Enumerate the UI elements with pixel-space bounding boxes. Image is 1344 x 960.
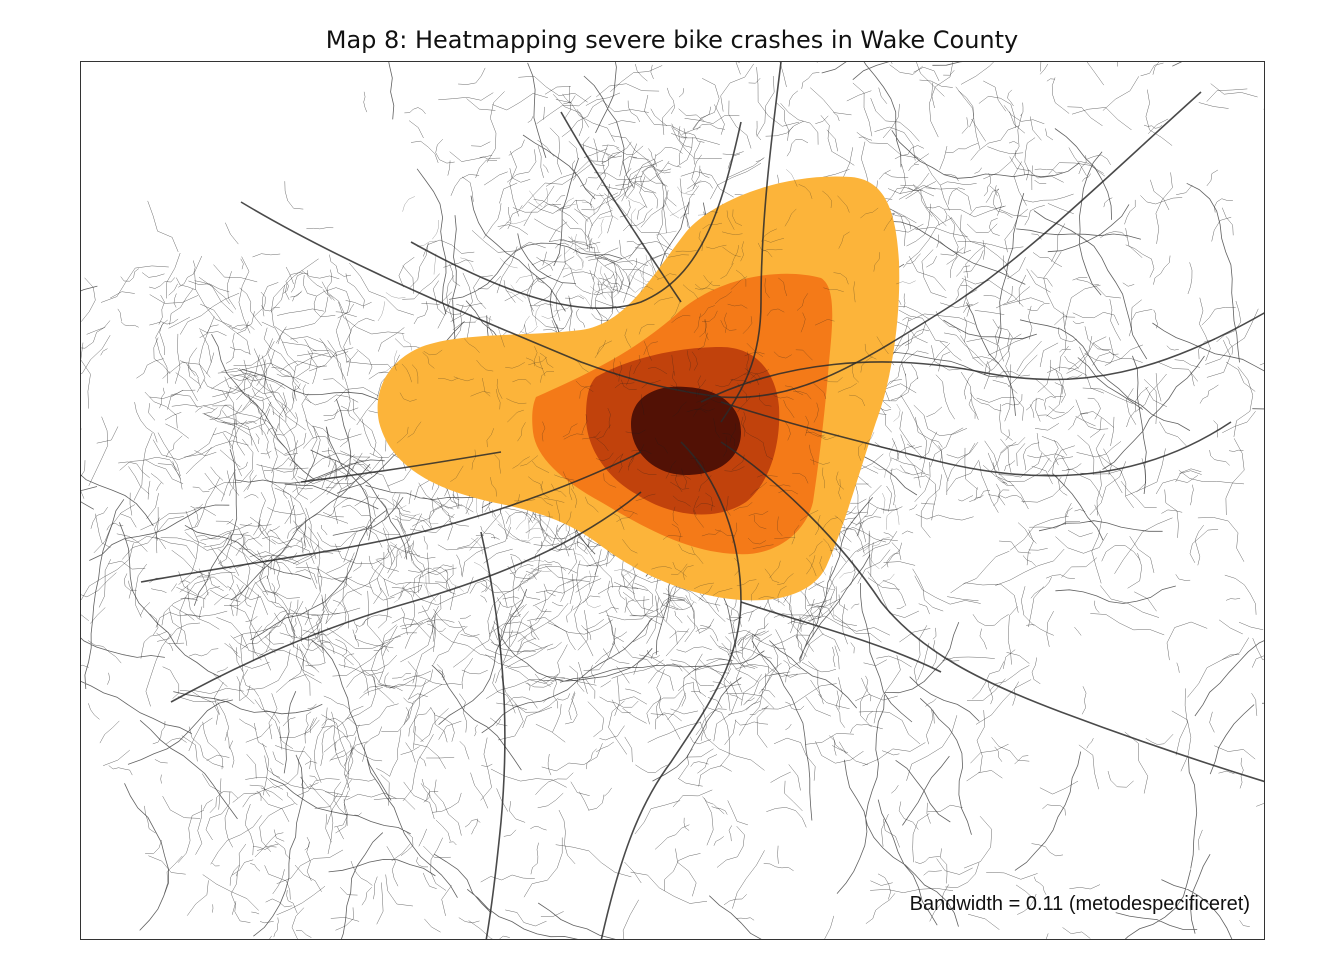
highway-8 <box>720 401 1232 477</box>
highway-9 <box>720 62 782 423</box>
density-contour-4 <box>631 386 741 475</box>
highway-5 <box>140 451 642 583</box>
streets-over-heatmap <box>377 169 916 617</box>
highway-10 <box>480 531 506 939</box>
bandwidth-note: Bandwidth = 0.11 (metodespecificeret) <box>909 893 1250 915</box>
highway-4 <box>720 441 1264 783</box>
major-highways <box>140 62 1264 939</box>
map-title: Map 8: Heatmapping severe bike crashes i… <box>325 26 1019 54</box>
highway-3 <box>600 441 742 939</box>
highway-13 <box>300 451 502 483</box>
highway-7 <box>170 491 642 703</box>
highway-6 <box>700 312 1264 403</box>
map-panel[interactable]: Bandwidth = 0.11 (metodespecificeret) <box>80 61 1265 940</box>
highway-11 <box>740 601 942 673</box>
highway-12 <box>560 111 682 303</box>
map-canvas[interactable] <box>81 62 1265 940</box>
crash-density-layer <box>377 176 900 601</box>
highway-2 <box>410 121 742 309</box>
highway-1 <box>240 91 1202 399</box>
